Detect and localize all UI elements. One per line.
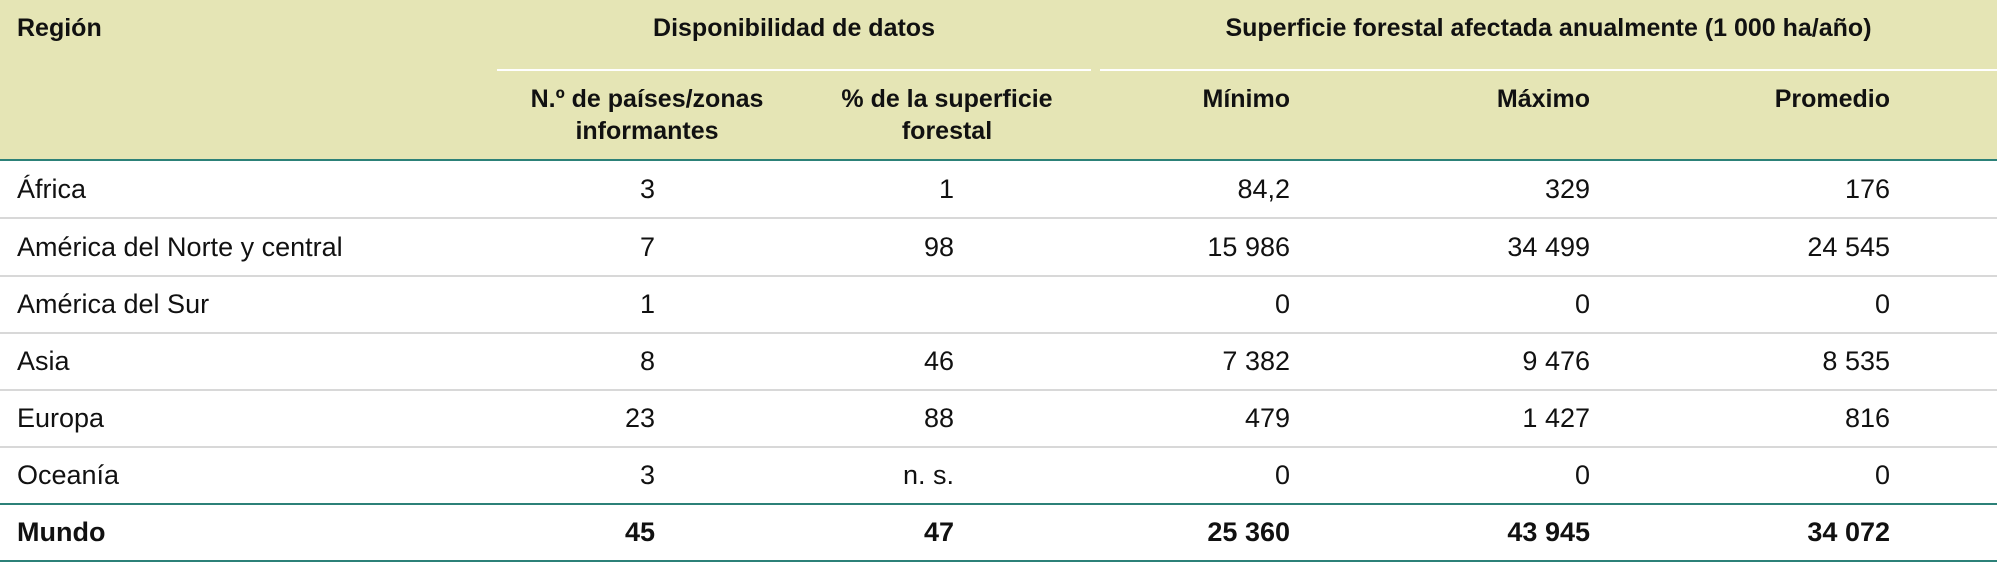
- cell-avg: 176: [1844, 174, 1890, 204]
- cell-min: 479: [1244, 403, 1290, 433]
- cell-forest-pct: 98: [923, 232, 954, 262]
- cell-countries: 8: [639, 346, 655, 376]
- table-header: Región Disponibilidad de datos Superfici…: [0, 0, 1997, 161]
- cell-countries: 45: [624, 517, 655, 547]
- header-countries-line2: informantes: [575, 117, 719, 145]
- header-countries: N.º de países/zonas informantes: [497, 83, 797, 147]
- table-row: Asia 8 46 7 382 9 476 8 535: [0, 333, 1997, 391]
- header-forest-pct: % de la superficie forestal: [797, 83, 1097, 147]
- cell-min: 25 360: [1207, 517, 1290, 547]
- header-group-availability: Disponibilidad de datos: [653, 14, 935, 42]
- cell-region: Oceanía: [17, 460, 120, 490]
- cell-region: América del Norte y central: [17, 232, 343, 262]
- header-divider-area: [1100, 69, 1997, 71]
- cell-region: Mundo: [17, 517, 106, 547]
- header-countries-line1: N.º de países/zonas: [530, 85, 764, 113]
- cell-min: 15 986: [1207, 232, 1290, 262]
- header-max: Máximo: [1496, 85, 1590, 113]
- cell-max: 9 476: [1522, 346, 1590, 376]
- header-avg: Promedio: [1774, 85, 1890, 113]
- cell-avg: 24 545: [1807, 232, 1890, 262]
- cell-countries: 1: [639, 289, 655, 319]
- cell-min: 84,2: [1237, 174, 1290, 204]
- cell-avg: 0: [1874, 289, 1890, 319]
- table-row: Europa 23 88 479 1 427 816: [0, 390, 1997, 448]
- cell-min: 0: [1274, 289, 1290, 319]
- cell-avg: 8 535: [1822, 346, 1890, 376]
- cell-countries: 7: [639, 232, 655, 262]
- cell-region: África: [17, 174, 87, 204]
- cell-region: Asia: [17, 346, 70, 376]
- cell-max: 43 945: [1507, 517, 1590, 547]
- cell-avg: 816: [1844, 403, 1890, 433]
- header-forest-pct-line1: % de la superficie: [841, 85, 1053, 113]
- cell-forest-pct: 46: [923, 346, 954, 376]
- table-row: América del Norte y central 7 98 15 986 …: [0, 219, 1997, 277]
- cell-max: 329: [1544, 174, 1590, 204]
- cell-countries: 3: [639, 460, 655, 490]
- cell-forest-pct: [797, 276, 954, 332]
- cell-max: 0: [1574, 289, 1590, 319]
- cell-region: Europa: [17, 403, 105, 433]
- header-min: Mínimo: [1202, 85, 1291, 113]
- cell-max: 34 499: [1507, 232, 1590, 262]
- cell-region: América del Sur: [17, 289, 210, 319]
- total-row: Mundo 45 47 25 360 43 945 34 072: [0, 504, 1997, 562]
- header-group-area: Superficie forestal afectada anualmente …: [1225, 14, 1872, 42]
- cell-min: 0: [1274, 460, 1290, 490]
- cell-forest-pct: n. s.: [902, 460, 954, 490]
- cell-forest-pct: 88: [923, 403, 954, 433]
- cell-forest-pct: 1: [938, 174, 954, 204]
- header-forest-pct-line2: forestal: [901, 117, 993, 145]
- header-divider-availability: [497, 69, 1091, 71]
- cell-countries: 3: [639, 174, 655, 204]
- table-row: África 3 1 84,2 329 176: [0, 161, 1997, 219]
- cell-avg: 0: [1874, 460, 1890, 490]
- table-row: América del Sur 1 0 0 0: [0, 276, 1997, 334]
- cell-forest-pct: 47: [923, 517, 954, 547]
- header-region: Región: [17, 14, 102, 42]
- cell-min: 7 382: [1222, 346, 1290, 376]
- cell-avg: 34 072: [1807, 517, 1890, 547]
- table-row: Oceanía 3 n. s. 0 0 0: [0, 447, 1997, 505]
- cell-max: 1 427: [1522, 403, 1590, 433]
- cell-max: 0: [1574, 460, 1590, 490]
- cell-countries: 23: [624, 403, 655, 433]
